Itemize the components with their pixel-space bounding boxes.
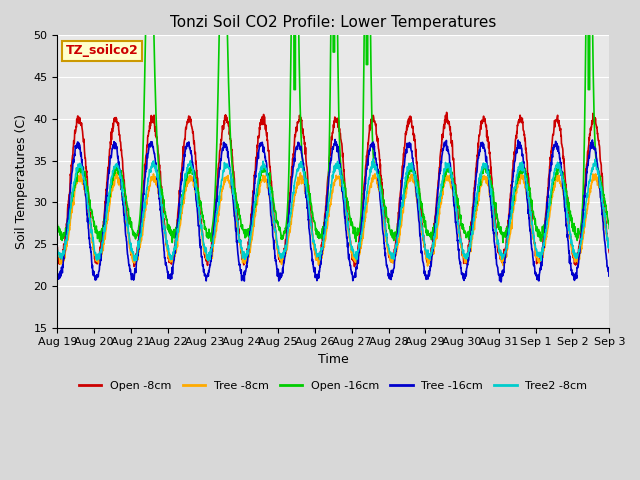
- Title: Tonzi Soil CO2 Profile: Lower Temperatures: Tonzi Soil CO2 Profile: Lower Temperatur…: [170, 15, 497, 30]
- Text: TZ_soilco2: TZ_soilco2: [66, 44, 138, 57]
- Y-axis label: Soil Temperatures (C): Soil Temperatures (C): [15, 114, 28, 249]
- Legend: Open -8cm, Tree -8cm, Open -16cm, Tree -16cm, Tree2 -8cm: Open -8cm, Tree -8cm, Open -16cm, Tree -…: [75, 377, 592, 396]
- X-axis label: Time: Time: [318, 353, 349, 366]
